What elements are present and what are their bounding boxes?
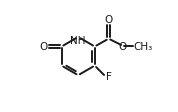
Text: O: O — [40, 42, 48, 52]
Text: O: O — [104, 15, 113, 25]
Text: NH: NH — [70, 35, 86, 45]
Text: F: F — [106, 71, 111, 81]
Text: CH₃: CH₃ — [134, 41, 153, 51]
Text: O: O — [118, 41, 127, 51]
